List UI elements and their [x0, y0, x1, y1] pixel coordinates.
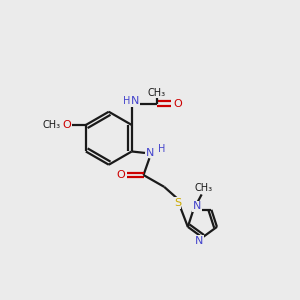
Text: N: N	[193, 201, 201, 211]
Text: CH₃: CH₃	[148, 88, 166, 98]
Text: H: H	[123, 96, 130, 106]
Text: N: N	[195, 236, 203, 246]
Text: O: O	[62, 120, 71, 130]
Text: O: O	[174, 99, 182, 109]
Text: CH₃: CH₃	[194, 183, 212, 193]
Text: N: N	[131, 96, 140, 106]
Text: H: H	[158, 143, 166, 154]
Text: CH₃: CH₃	[43, 120, 61, 130]
Text: O: O	[116, 170, 125, 180]
Text: N: N	[146, 148, 154, 158]
Text: S: S	[174, 198, 181, 208]
